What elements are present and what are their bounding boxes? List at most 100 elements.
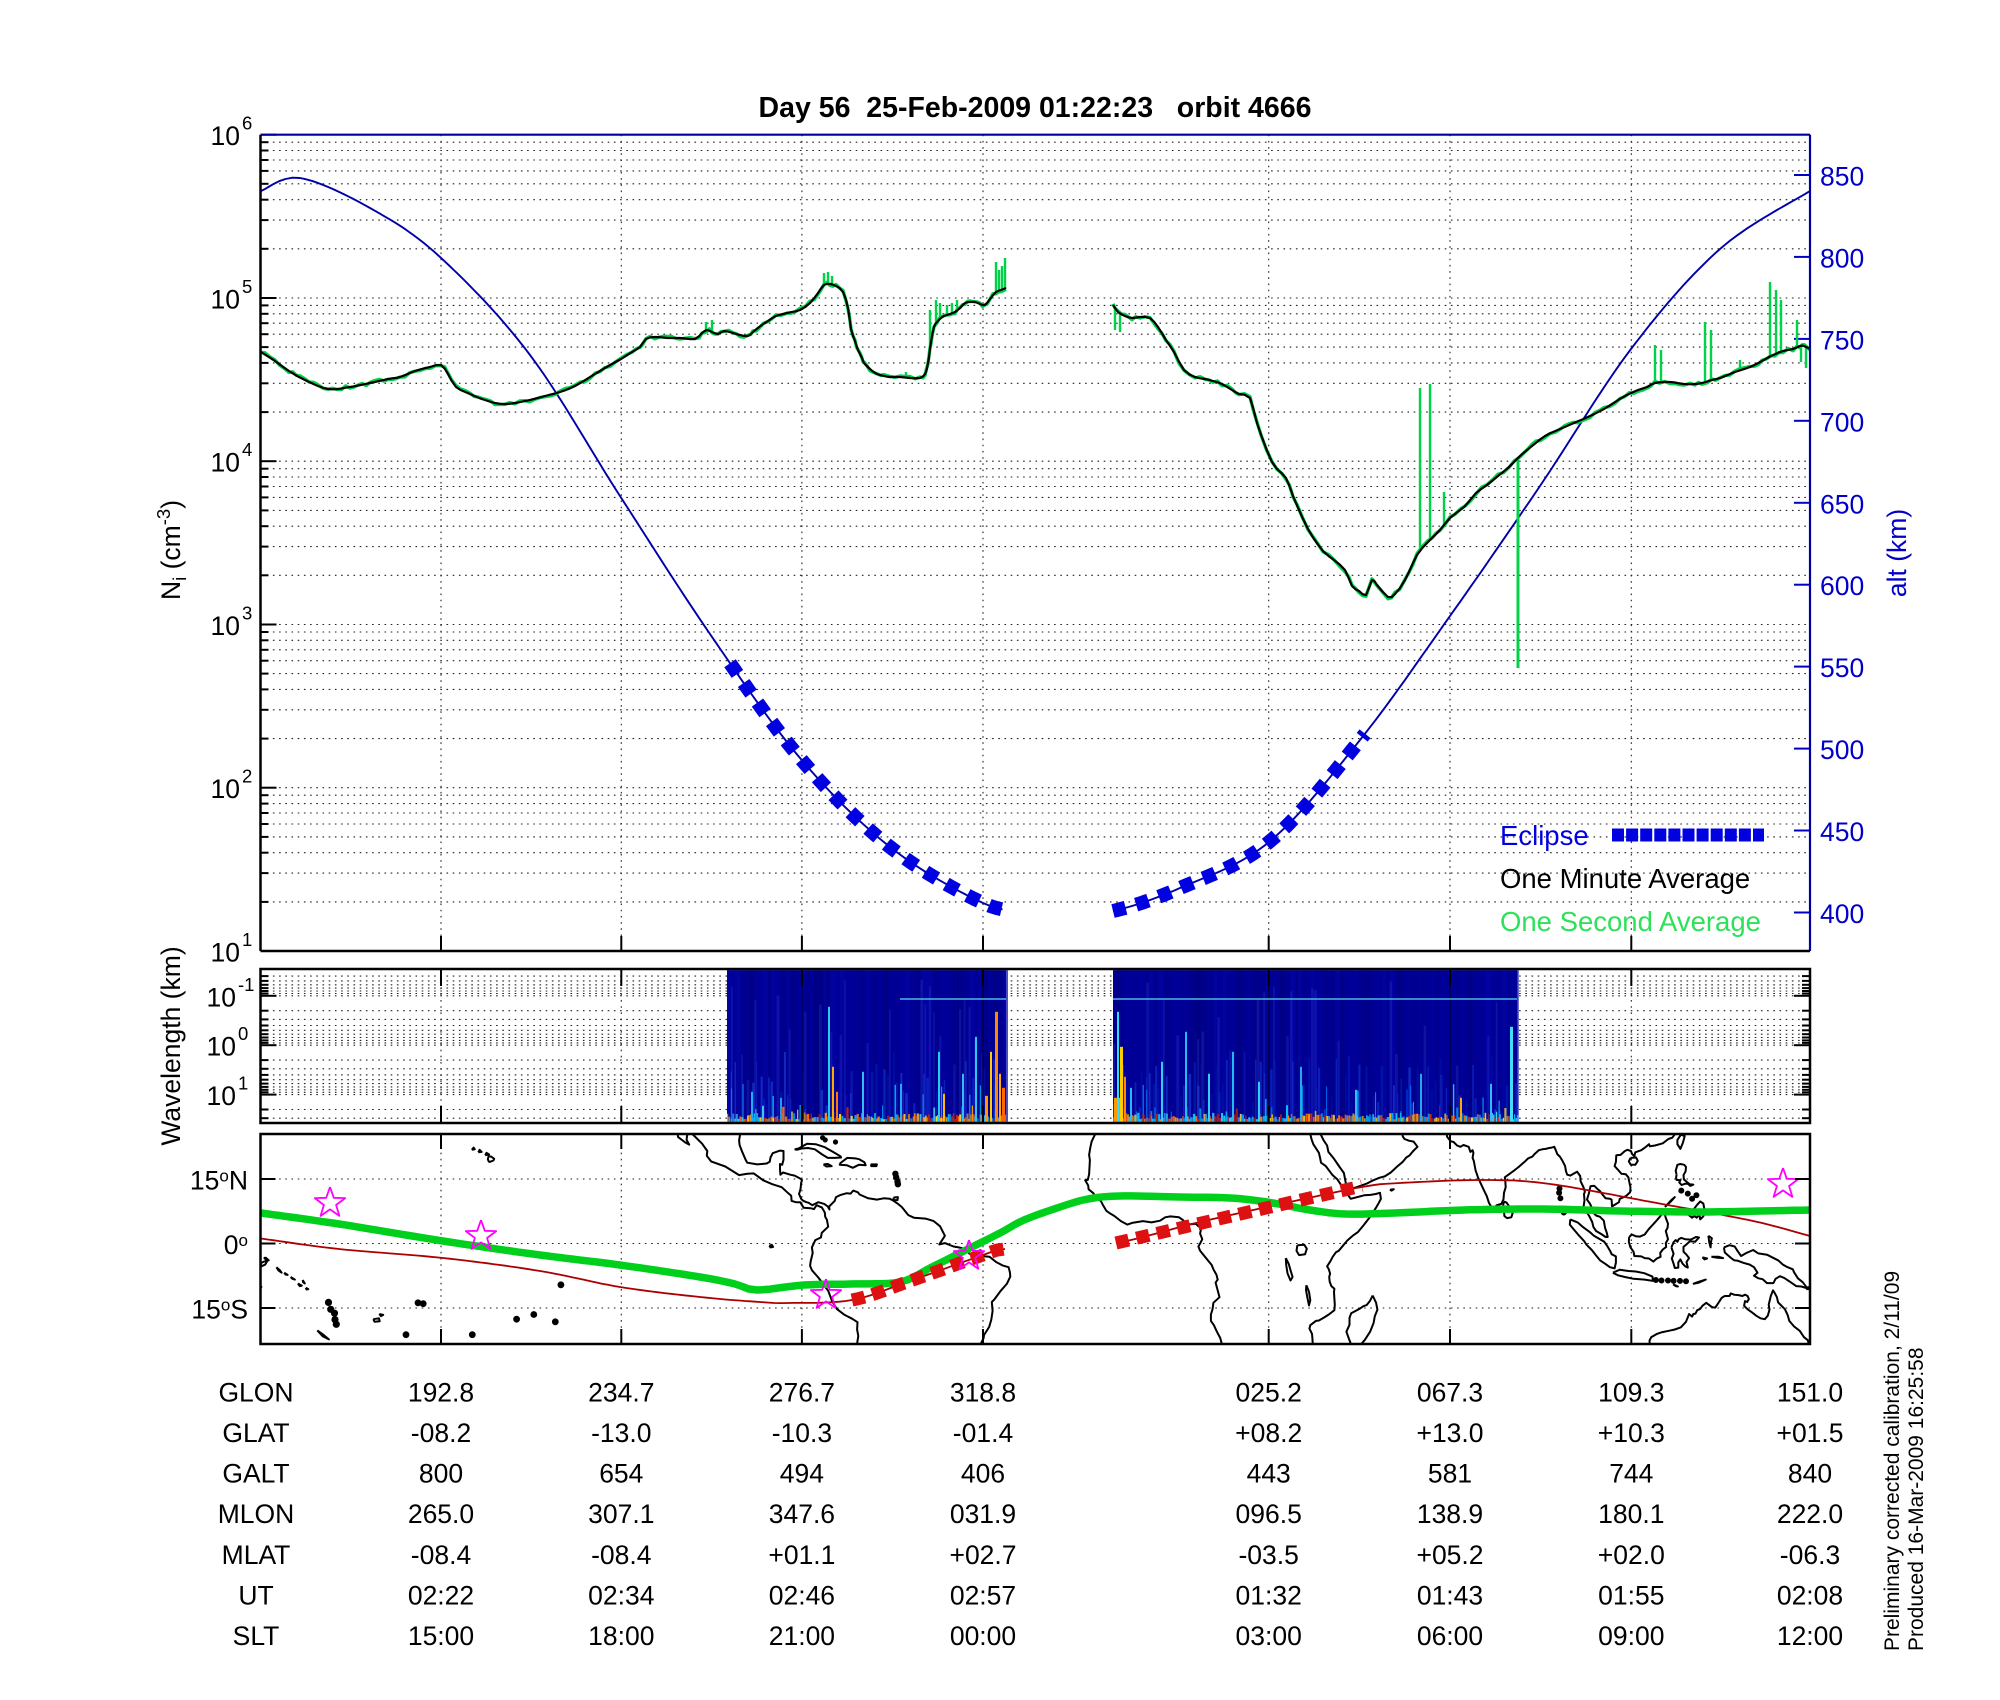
svg-text:400: 400	[1820, 899, 1864, 929]
svg-text:800: 800	[1820, 243, 1864, 273]
svg-text:+01.1: +01.1	[768, 1540, 835, 1570]
svg-text:138.9: 138.9	[1417, 1499, 1483, 1529]
svg-text:02:57: 02:57	[950, 1580, 1016, 1610]
svg-text:650: 650	[1820, 489, 1864, 519]
svg-text:-06.3: -06.3	[1780, 1540, 1840, 1570]
svg-text:00:00: 00:00	[950, 1621, 1016, 1651]
svg-text:03:00: 03:00	[1236, 1621, 1302, 1651]
svg-text:+08.2: +08.2	[1235, 1418, 1302, 1448]
svg-text:10: 10	[207, 1081, 236, 1111]
svg-text:500: 500	[1820, 735, 1864, 765]
svg-text:Day 56 25-Feb-2009 01:22:23: Day 56 25-Feb-2009 01:22:23 orbit 4666	[759, 92, 1312, 124]
svg-text:15oN: 15oN	[190, 1166, 248, 1196]
svg-text:406: 406	[961, 1459, 1005, 1489]
svg-text:096.5: 096.5	[1236, 1499, 1302, 1529]
svg-text:1: 1	[238, 1073, 248, 1094]
svg-text:10: 10	[211, 774, 240, 804]
svg-text:Ni (cm-3): Ni (cm-3)	[153, 500, 190, 600]
svg-text:02:08: 02:08	[1777, 1580, 1843, 1610]
svg-text:+01.5: +01.5	[1776, 1418, 1843, 1448]
svg-text:-01.4: -01.4	[953, 1418, 1013, 1448]
svg-text:10: 10	[211, 938, 240, 968]
svg-text:MLAT: MLAT	[222, 1540, 291, 1570]
svg-text:+02.0: +02.0	[1598, 1540, 1665, 1570]
svg-text:234.7: 234.7	[588, 1377, 654, 1407]
svg-text:+10.3: +10.3	[1598, 1418, 1665, 1448]
svg-text:+02.7: +02.7	[949, 1540, 1016, 1570]
svg-text:02:22: 02:22	[408, 1580, 474, 1610]
svg-text:443: 443	[1247, 1459, 1291, 1489]
svg-text:GALT: GALT	[222, 1459, 289, 1489]
svg-text:Produced 16-Mar-2009 16:25:58: Produced 16-Mar-2009 16:25:58	[1905, 1347, 1928, 1651]
svg-text:10: 10	[207, 982, 236, 1012]
svg-text:222.0: 222.0	[1777, 1499, 1843, 1529]
svg-text:067.3: 067.3	[1417, 1377, 1483, 1407]
svg-text:850: 850	[1820, 162, 1864, 192]
svg-text:02:46: 02:46	[769, 1580, 835, 1610]
svg-text:-08.4: -08.4	[411, 1540, 471, 1570]
svg-text:600: 600	[1820, 571, 1864, 601]
svg-text:15oS: 15oS	[191, 1295, 248, 1325]
svg-text:UT: UT	[238, 1580, 273, 1610]
svg-text:-03.5: -03.5	[1238, 1540, 1298, 1570]
svg-text:4: 4	[242, 439, 252, 460]
svg-text:750: 750	[1820, 325, 1864, 355]
svg-text:840: 840	[1788, 1459, 1832, 1489]
svg-text:494: 494	[780, 1459, 824, 1489]
svg-text:700: 700	[1820, 407, 1864, 437]
svg-text:10: 10	[211, 448, 240, 478]
svg-text:10: 10	[211, 285, 240, 315]
svg-text:GLAT: GLAT	[222, 1418, 289, 1448]
svg-text:01:32: 01:32	[1236, 1580, 1302, 1610]
svg-text:GLON: GLON	[218, 1377, 293, 1407]
svg-text:02:34: 02:34	[588, 1580, 654, 1610]
svg-text:031.9: 031.9	[950, 1499, 1016, 1529]
svg-text:-1: -1	[238, 974, 254, 995]
svg-text:450: 450	[1820, 817, 1864, 847]
svg-text:-10.3: -10.3	[772, 1418, 832, 1448]
svg-text:318.8: 318.8	[950, 1377, 1016, 1407]
svg-text:-13.0: -13.0	[591, 1418, 651, 1448]
svg-text:18:00: 18:00	[588, 1621, 654, 1651]
svg-text:One Minute Average: One Minute Average	[1500, 863, 1750, 894]
svg-text:01:55: 01:55	[1598, 1580, 1664, 1610]
svg-text:-08.4: -08.4	[591, 1540, 651, 1570]
svg-text:+13.0: +13.0	[1416, 1418, 1483, 1448]
svg-text:alt (km): alt (km)	[1882, 509, 1912, 597]
svg-text:SLT: SLT	[233, 1621, 280, 1651]
svg-text:21:00: 21:00	[769, 1621, 835, 1651]
svg-text:09:00: 09:00	[1598, 1621, 1664, 1651]
svg-text:One Second Average: One Second Average	[1500, 906, 1761, 937]
svg-text:109.3: 109.3	[1598, 1377, 1664, 1407]
svg-text:5: 5	[242, 276, 252, 297]
svg-text:10: 10	[211, 121, 240, 151]
svg-text:06:00: 06:00	[1417, 1621, 1483, 1651]
svg-text:276.7: 276.7	[769, 1377, 835, 1407]
svg-text:025.2: 025.2	[1236, 1377, 1302, 1407]
svg-text:744: 744	[1609, 1459, 1653, 1489]
svg-text:265.0: 265.0	[408, 1499, 474, 1529]
svg-text:192.8: 192.8	[408, 1377, 474, 1407]
svg-text:654: 654	[599, 1459, 643, 1489]
svg-text:581: 581	[1428, 1459, 1472, 1489]
svg-text:6: 6	[242, 113, 252, 134]
svg-text:-08.2: -08.2	[411, 1418, 471, 1448]
svg-text:550: 550	[1820, 653, 1864, 683]
svg-text:Preliminary corrected calibrat: Preliminary corrected calibration, 2/11/…	[1881, 1271, 1904, 1651]
svg-text:01:43: 01:43	[1417, 1580, 1483, 1610]
svg-text:0: 0	[238, 1023, 248, 1044]
svg-text:3: 3	[242, 603, 252, 624]
svg-text:307.1: 307.1	[588, 1499, 654, 1529]
svg-text:180.1: 180.1	[1598, 1499, 1664, 1529]
svg-text:Wavelength (km): Wavelength (km)	[156, 946, 186, 1145]
svg-text:1: 1	[242, 929, 252, 950]
svg-text:15:00: 15:00	[408, 1621, 474, 1651]
svg-text:MLON: MLON	[218, 1499, 295, 1529]
svg-text:347.6: 347.6	[769, 1499, 835, 1529]
svg-text:10: 10	[211, 611, 240, 641]
svg-text:12:00: 12:00	[1777, 1621, 1843, 1651]
svg-text:800: 800	[419, 1459, 463, 1489]
svg-text:151.0: 151.0	[1777, 1377, 1843, 1407]
svg-text:+05.2: +05.2	[1416, 1540, 1483, 1570]
svg-text:10: 10	[207, 1032, 236, 1062]
